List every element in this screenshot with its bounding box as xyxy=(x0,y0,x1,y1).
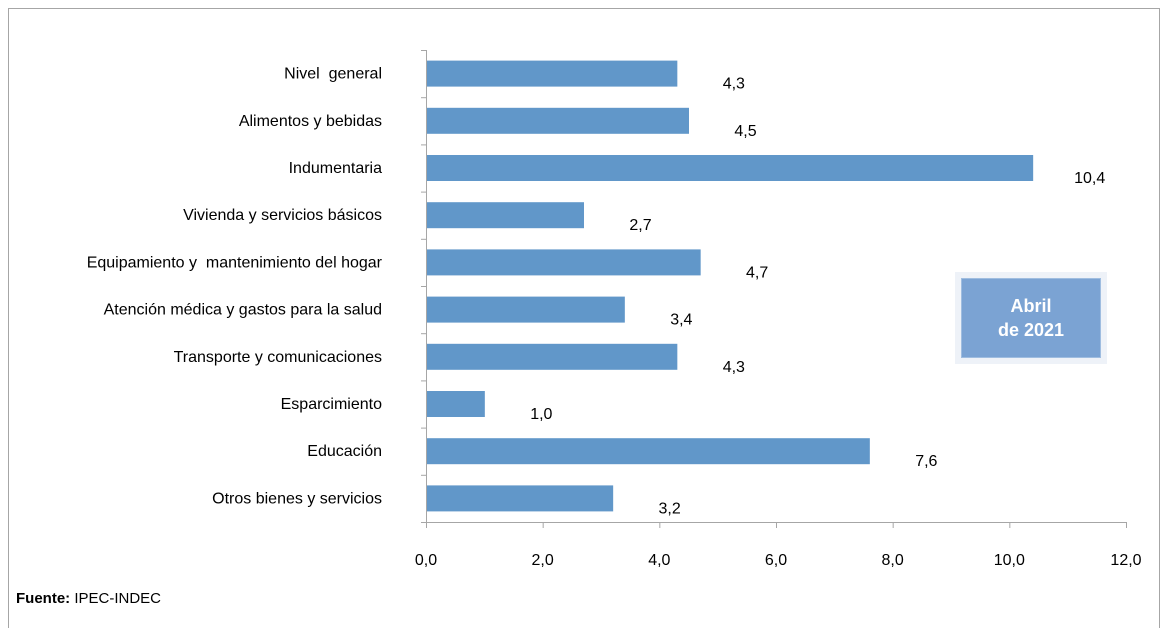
x-tick-label: 10,0 xyxy=(994,552,1025,569)
bar xyxy=(426,343,678,370)
x-tick-label: 8,0 xyxy=(882,552,904,569)
category-label: Transporte y comunicaciones xyxy=(174,349,382,366)
value-label: 2,7 xyxy=(629,217,651,234)
value-label: 4,3 xyxy=(723,76,745,93)
x-tick-label: 6,0 xyxy=(765,552,787,569)
category-label: Equipamiento y mantenimiento del hogar xyxy=(87,254,383,271)
category-label: Atención médica y gastos para la salud xyxy=(104,302,382,319)
x-tick-label: 0,0 xyxy=(415,552,437,569)
source-label: Fuente: xyxy=(16,590,71,607)
x-tick-label: 12,0 xyxy=(1110,552,1141,569)
category-label: Alimentos y bebidas xyxy=(239,113,382,130)
category-label: Educación xyxy=(307,443,382,460)
x-tick-label: 4,0 xyxy=(648,552,670,569)
value-label: 10,4 xyxy=(1074,170,1105,187)
bar xyxy=(426,438,870,465)
source-text: IPEC-INDEC xyxy=(70,590,162,607)
period-badge: Abril de 2021 xyxy=(955,272,1107,364)
bar xyxy=(426,296,625,323)
category-label: Otros bienes y servicios xyxy=(212,490,382,507)
value-label: 4,7 xyxy=(746,264,768,281)
bar xyxy=(426,202,584,229)
value-label: 3,2 xyxy=(659,500,681,517)
source-note: Fuente: IPEC-INDEC xyxy=(16,590,161,607)
category-label: Vivienda y servicios básicos xyxy=(183,207,382,224)
value-label: 1,0 xyxy=(530,406,552,423)
value-label: 7,6 xyxy=(915,453,937,470)
category-label: Esparcimiento xyxy=(281,396,382,413)
category-label: Indumentaria xyxy=(289,160,382,177)
x-tick-label: 2,0 xyxy=(532,552,554,569)
bar xyxy=(426,155,1034,181)
bar xyxy=(426,391,485,417)
category-label: Nivel general xyxy=(284,66,382,83)
bar xyxy=(426,107,689,134)
period-badge-month: Abril xyxy=(1010,296,1052,316)
period-badge-box: Abril de 2021 xyxy=(961,278,1101,358)
bar xyxy=(426,485,614,512)
value-label: 4,5 xyxy=(734,123,756,140)
value-label: 3,4 xyxy=(670,312,692,329)
value-label: 4,3 xyxy=(723,359,745,376)
bar xyxy=(426,60,678,87)
bar xyxy=(426,249,701,276)
chart-frame xyxy=(8,8,1160,628)
period-badge-year: de 2021 xyxy=(997,320,1065,340)
